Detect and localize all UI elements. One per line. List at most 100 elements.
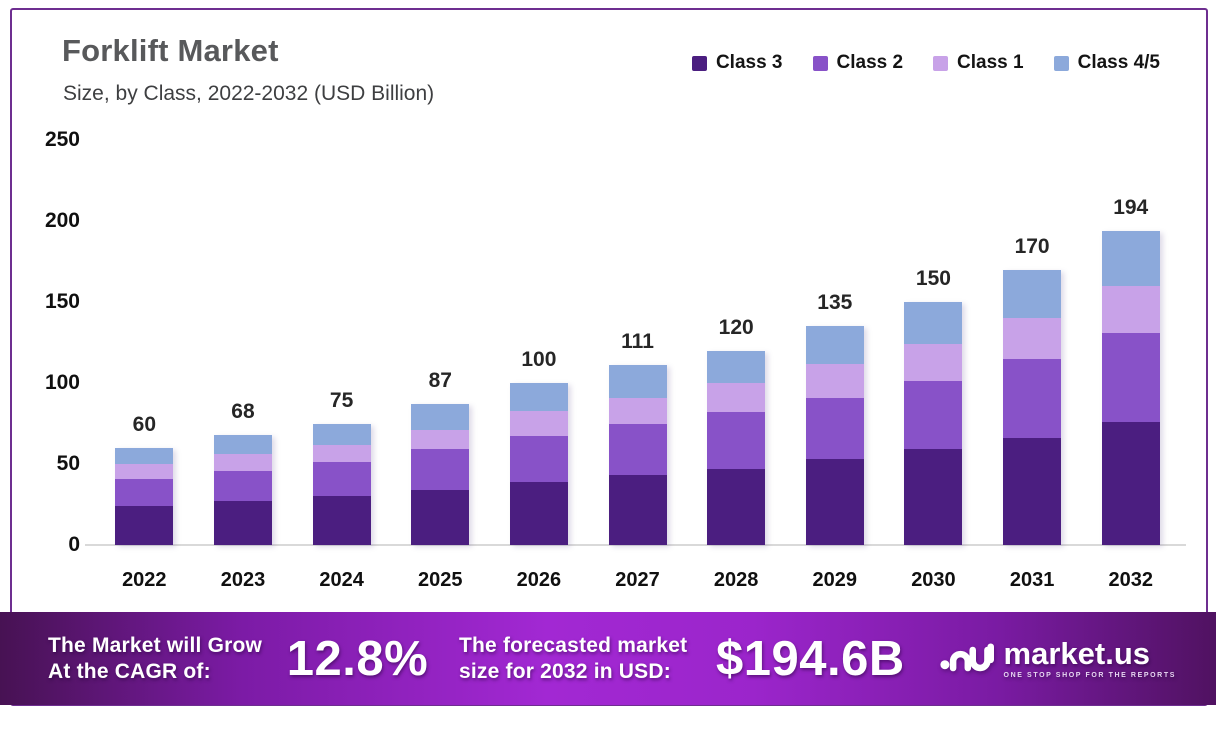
stacked-bar-2027 bbox=[608, 365, 667, 545]
bar-segment-class-4-5-2027 bbox=[608, 365, 667, 398]
bar-segment-class-1-2023 bbox=[213, 454, 272, 471]
chart-title: Forklift Market bbox=[62, 33, 279, 68]
bar-segment-class-4-5-2023 bbox=[213, 434, 272, 455]
bar-segment-class-4-5-2032 bbox=[1101, 230, 1160, 286]
bar-segment-class-3-2028 bbox=[707, 468, 766, 545]
bar-group-2032: 194 2032 bbox=[1081, 140, 1180, 591]
logo-text: market.us bbox=[1003, 636, 1151, 671]
bar-segment-class-3-2029 bbox=[805, 459, 864, 545]
stacked-bar-2030 bbox=[904, 302, 963, 545]
bar-segment-class-2-2032 bbox=[1101, 332, 1160, 422]
bar-segment-class-2-2022 bbox=[115, 478, 174, 507]
bar-total-label-2025: 87 bbox=[428, 369, 452, 393]
bar-segment-class-4-5-2031 bbox=[1003, 269, 1062, 319]
x-axis-label-2023: 2023 bbox=[220, 569, 266, 591]
bar-group-2023: 68 2023 bbox=[194, 140, 293, 591]
bar-total-label-2027: 111 bbox=[621, 330, 654, 354]
legend-label-class-1: Class 1 bbox=[957, 52, 1024, 73]
bar-total-label-2024: 75 bbox=[329, 388, 354, 412]
bar-segment-class-3-2031 bbox=[1003, 438, 1062, 545]
legend-item-class-1: Class 1 bbox=[933, 52, 1024, 74]
legend-label-class-3: Class 3 bbox=[715, 52, 783, 73]
bar-segment-class-4-5-2026 bbox=[509, 383, 568, 411]
legend-swatch-class-3 bbox=[691, 55, 707, 71]
bar-total-label-2022: 60 bbox=[132, 412, 156, 436]
bar-group-2030: 150 2030 bbox=[884, 140, 983, 591]
bar-segment-class-1-2022 bbox=[115, 464, 174, 479]
forecast-label: The forecasted market size for 2032 in U… bbox=[459, 633, 687, 684]
stacked-bar-2023 bbox=[213, 434, 272, 545]
bar-segment-class-4-5-2022 bbox=[115, 447, 174, 465]
x-axis-label-2031: 2031 bbox=[1009, 569, 1055, 591]
logo-tagline: ONE STOP SHOP FOR THE REPORTS bbox=[1003, 672, 1176, 679]
bar-segment-class-3-2030 bbox=[904, 449, 963, 545]
forecast-label-line1: The forecasted market bbox=[458, 633, 688, 657]
bar-segment-class-3-2023 bbox=[213, 501, 272, 545]
x-axis-label-2022: 2022 bbox=[122, 569, 167, 591]
stacked-bar-2026 bbox=[509, 383, 568, 545]
bar-total-label-2030: 150 bbox=[915, 267, 951, 290]
forecast-label-line2: size for 2032 in USD: bbox=[458, 659, 671, 683]
x-axis-label-2030: 2030 bbox=[911, 569, 956, 591]
bar-segment-class-1-2030 bbox=[904, 344, 963, 382]
bar-segment-class-1-2024 bbox=[312, 444, 371, 463]
x-axis-label-2027: 2027 bbox=[615, 569, 660, 591]
bar-segment-class-3-2027 bbox=[608, 475, 667, 545]
bar-total-label-2026: 100 bbox=[521, 348, 557, 371]
bar-segment-class-4-5-2029 bbox=[805, 326, 864, 364]
cagr-value: 12.8% bbox=[286, 631, 429, 686]
bar-group-2024: 75 2024 bbox=[292, 140, 391, 591]
stacked-bar-2024 bbox=[312, 423, 371, 545]
bar-segment-class-4-5-2024 bbox=[312, 423, 371, 445]
bar-segment-class-2-2029 bbox=[805, 397, 864, 460]
bar-segment-class-1-2025 bbox=[411, 429, 470, 450]
stacked-bar-2025 bbox=[411, 404, 470, 545]
bar-segment-class-2-2031 bbox=[1003, 358, 1062, 439]
bar-group-2022: 60 2022 bbox=[95, 140, 194, 591]
legend-item-class-3: Class 3 bbox=[691, 52, 783, 74]
bar-total-label-2023: 68 bbox=[231, 399, 255, 423]
stacked-bar-2032 bbox=[1101, 230, 1160, 545]
x-axis-label-2025: 2025 bbox=[417, 569, 463, 591]
logo-text-block: market.us ONE STOP SHOP FOR THE REPORTS bbox=[1004, 638, 1176, 679]
y-tick-50: 50 bbox=[56, 452, 80, 475]
bar-total-label-2028: 120 bbox=[718, 315, 754, 339]
bar-group-2027: 111 2027 bbox=[588, 140, 687, 591]
stacked-bar-2031 bbox=[1003, 269, 1062, 545]
bar-segment-class-3-2022 bbox=[115, 506, 174, 545]
x-axis-label-2028: 2028 bbox=[713, 569, 759, 591]
bar-segment-class-2-2023 bbox=[213, 470, 272, 502]
bar-segment-class-1-2031 bbox=[1003, 318, 1062, 359]
bar-segment-class-4-5-2028 bbox=[707, 350, 766, 384]
bar-segment-class-2-2030 bbox=[904, 381, 963, 450]
bar-group-2028: 120 2028 bbox=[687, 140, 786, 591]
bar-segment-class-1-2032 bbox=[1101, 285, 1160, 333]
market-us-logo-icon bbox=[939, 642, 994, 671]
bar-chart-plot: 60 2022 68 2023 75 2024 87 2025 100 2026 111 2027 12… bbox=[85, 140, 1186, 591]
cagr-label: The Market will Grow At the CAGR of: bbox=[48, 633, 262, 684]
bar-segment-class-3-2026 bbox=[509, 481, 568, 545]
legend-item-class-4-5: Class 4/5 bbox=[1053, 52, 1160, 74]
y-tick-150: 150 bbox=[44, 290, 80, 313]
y-tick-250: 250 bbox=[44, 128, 80, 151]
bar-segment-class-3-2025 bbox=[411, 489, 470, 545]
legend-item-class-2: Class 2 bbox=[812, 52, 903, 74]
bar-total-label-2032: 194 bbox=[1113, 195, 1149, 219]
bar-group-2029: 135 2029 bbox=[785, 140, 884, 591]
bar-group-2026: 100 2026 bbox=[490, 140, 589, 591]
bar-segment-class-1-2028 bbox=[707, 383, 766, 413]
legend-label-class-4-5: Class 4/5 bbox=[1077, 52, 1160, 73]
chart-subtitle: Size, by Class, 2022-2032 (USD Billion) bbox=[63, 82, 435, 105]
cagr-label-line2: At the CAGR of: bbox=[48, 659, 211, 683]
x-axis-baseline bbox=[85, 544, 1186, 546]
bar-group-2031: 170 2031 bbox=[983, 140, 1082, 591]
stacked-bar-2022 bbox=[115, 447, 174, 545]
bar-segment-class-2-2025 bbox=[411, 449, 470, 490]
bar-segment-class-4-5-2030 bbox=[904, 302, 963, 345]
bar-segment-class-2-2028 bbox=[707, 412, 766, 469]
market-us-logo: market.us ONE STOP SHOP FOR THE REPORTS bbox=[939, 637, 1176, 681]
stacked-bar-2029 bbox=[805, 326, 864, 545]
y-tick-100: 100 bbox=[44, 371, 80, 394]
x-axis-label-2024: 2024 bbox=[319, 569, 364, 591]
